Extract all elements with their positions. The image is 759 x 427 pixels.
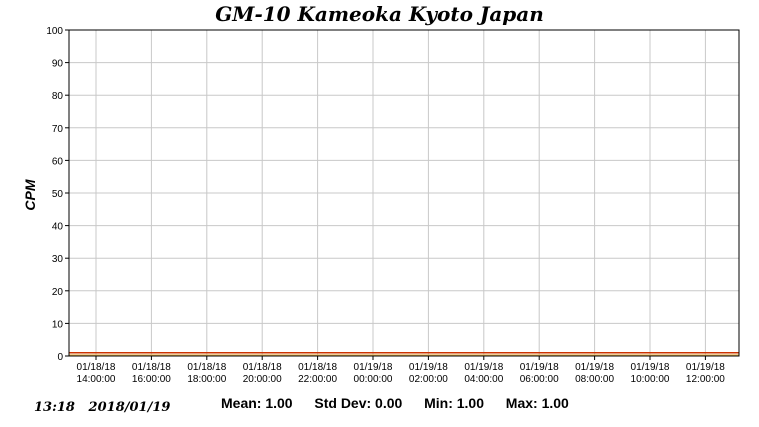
- x-tick-label-time: 04:00:00: [464, 374, 503, 385]
- x-tick-label-time: 00:00:00: [354, 374, 393, 385]
- y-axis-ticks: 0 10 20 30 40 50 60 70 80 90 100: [46, 26, 69, 363]
- x-tick-label-time: 16:00:00: [132, 374, 171, 385]
- y-tick-label: 100: [46, 26, 63, 37]
- chart-title: GM-10 Kameoka Kyoto Japan: [215, 2, 544, 26]
- timestamp: 13:18 2018/01/19: [34, 400, 171, 415]
- y-tick-label: 90: [52, 59, 64, 70]
- y-tick-label: 40: [52, 222, 64, 233]
- x-tick-label-date: 01/18/18: [187, 362, 226, 373]
- y-tick-label: 50: [52, 189, 64, 200]
- y-tick-label: 70: [52, 124, 64, 135]
- x-tick-label-date: 01/19/18: [686, 362, 725, 373]
- x-tick-label-time: 12:00:00: [686, 374, 725, 385]
- y-tick-label: 0: [57, 352, 63, 363]
- plot-border: [68, 29, 740, 357]
- stat-std-dev: Std Dev: 0.00: [314, 395, 403, 411]
- y-tick-label: 80: [52, 91, 64, 102]
- x-tick-label-time: 22:00:00: [298, 374, 337, 385]
- y-tick-label: 10: [52, 319, 64, 330]
- x-tick-label-time: 10:00:00: [631, 374, 670, 385]
- x-tick-label-date: 01/19/18: [409, 362, 448, 373]
- x-tick-label-time: 08:00:00: [575, 374, 614, 385]
- x-tick-label-time: 06:00:00: [520, 374, 559, 385]
- x-tick-label-date: 01/19/18: [464, 362, 503, 373]
- grid: [69, 30, 739, 356]
- x-tick-label-date: 01/18/18: [243, 362, 282, 373]
- y-tick-label: 20: [52, 287, 64, 298]
- x-tick-label-date: 01/19/18: [631, 362, 670, 373]
- x-tick-label-time: 02:00:00: [409, 374, 448, 385]
- stats-line: Mean: 1.00 Std Dev: 0.00 Min: 1.00 Max: …: [221, 395, 569, 411]
- stat-min: Min: 1.00: [424, 395, 484, 411]
- x-tick-label-date: 01/19/18: [520, 362, 559, 373]
- x-tick-label-time: 14:00:00: [77, 374, 116, 385]
- x-tick-label-time: 20:00:00: [243, 374, 282, 385]
- x-tick-label-date: 01/18/18: [132, 362, 171, 373]
- stat-max: Max: 1.00: [505, 395, 569, 411]
- x-tick-label-date: 01/18/18: [77, 362, 116, 373]
- stat-mean: Mean: 1.00: [221, 395, 293, 411]
- y-tick-label: 60: [52, 156, 64, 167]
- x-tick-label-date: 01/18/18: [298, 362, 337, 373]
- x-tick-label-date: 01/19/18: [354, 362, 393, 373]
- x-tick-label-date: 01/19/18: [575, 362, 614, 373]
- x-axis-ticks: 01/18/1814:00:0001/18/1816:00:0001/18/18…: [77, 356, 725, 385]
- series-lines: [69, 351, 739, 356]
- y-tick-label: 30: [52, 254, 64, 265]
- x-tick-label-time: 18:00:00: [187, 374, 226, 385]
